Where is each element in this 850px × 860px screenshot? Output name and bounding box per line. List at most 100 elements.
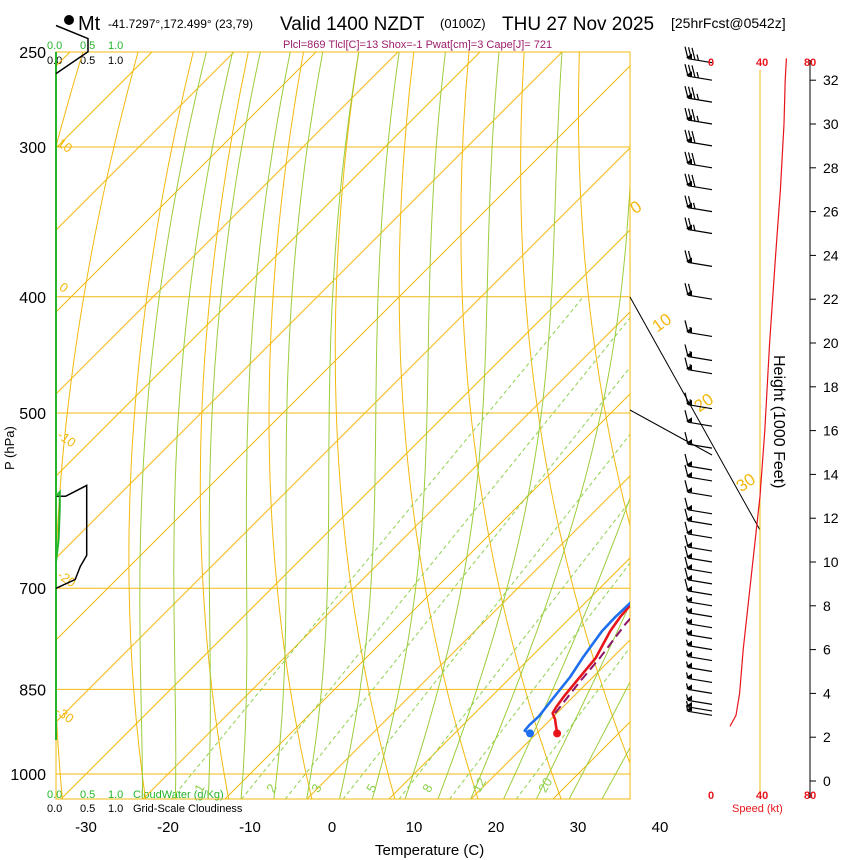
pressure-tick-label: 500	[19, 406, 46, 423]
cloudwater-tick-top-0: 0.0	[47, 40, 62, 52]
wind-barb-head-icon	[686, 684, 692, 690]
dry-adiabat-line	[520, 52, 630, 765]
cloudwater-tick-top-2: 1.0	[108, 40, 123, 52]
isotherm-line	[470, 639, 630, 799]
height-tick-label: 22	[823, 291, 839, 307]
speed-tick-top-1: 40	[756, 57, 768, 69]
wind-barb-head-icon	[686, 417, 692, 423]
wind-barb-head-icon	[686, 542, 692, 548]
x-tick-label: -20	[157, 819, 179, 836]
wind-barb-head-icon	[686, 553, 692, 558]
speed-profile-line	[729, 58, 787, 727]
wind-barb-head-icon	[686, 607, 692, 613]
station-dot-icon	[64, 15, 74, 25]
cloudwater-tick-bottom-2: 1.0	[108, 789, 123, 801]
x-tick-label: 40	[652, 819, 669, 836]
x-tick-label: 0	[328, 819, 336, 836]
cloudiness-tick-top-2: 1.0	[108, 55, 123, 67]
wind-barb-head-icon	[686, 364, 692, 370]
x-tick-label: -10	[239, 819, 261, 836]
wind-barb-staff	[687, 58, 713, 64]
isotherm-line	[56, 52, 153, 149]
moist-adiabat-line	[535, 603, 630, 799]
dry-adiabat-line	[56, 52, 84, 149]
isotherm-line	[635, 9, 850, 800]
dry-adiabat-line	[334, 52, 396, 799]
wind-barb-head-icon	[686, 487, 692, 493]
wind-barb-staff	[687, 207, 713, 213]
wind-barb-head-icon	[686, 461, 692, 467]
wind-barb-head-icon	[686, 706, 692, 712]
pressure-tick-label: 1000	[10, 767, 46, 784]
wind-barb-staff	[687, 369, 713, 375]
mixing-ratio-line	[342, 433, 630, 799]
wind-barb-head-icon	[686, 673, 692, 679]
moist-adiabat-line	[139, 52, 207, 799]
moist-adiabat-line	[371, 52, 446, 799]
wind-barb-head-icon	[686, 574, 692, 580]
wind-barb-staff	[687, 546, 713, 552]
isotherm-line	[56, 52, 317, 313]
pressure-tick-label: 300	[19, 140, 46, 157]
wind-barb-full	[691, 109, 696, 122]
wind-barb-half	[696, 93, 700, 101]
height-axis-label: Height (1000 Feet)	[770, 355, 787, 488]
mixing-ratio-label-20: 20	[535, 775, 555, 795]
wind-barb-full	[691, 47, 696, 61]
pressure-axis: 250 300 400 500 700 850 1000	[10, 45, 46, 784]
wind-barb-head-icon	[686, 662, 692, 668]
height-tick-label: 30	[823, 116, 839, 132]
wind-barb-head-icon	[686, 327, 692, 333]
wind-panel-hodo-line	[629, 409, 713, 456]
wind-barb-staff	[687, 655, 713, 662]
pressure-tick-label: 250	[19, 45, 46, 62]
wind-barb-half	[696, 54, 700, 61]
mixing-ratio-label-12: 12	[469, 775, 489, 795]
wind-barb-staff	[687, 601, 713, 607]
cloudwater-label: CloudWater (g/Kg)	[133, 789, 224, 801]
mixing-ratio-line	[515, 646, 630, 799]
wind-barb-staff	[687, 185, 713, 191]
moist-adiabat-line	[338, 52, 400, 799]
isotherm-labels: 0 10 20 30	[627, 197, 759, 496]
height-tick-label: 10	[823, 554, 839, 570]
dry-adiabat-label-10: 10	[55, 135, 75, 156]
wind-barb-head-icon	[686, 71, 692, 77]
x-tick-label: 20	[488, 819, 505, 836]
x-tick-label: -30	[75, 819, 97, 836]
wind-barb-head-icon	[686, 585, 692, 591]
wind-barb-staff	[687, 520, 713, 526]
mixing-ratio-label-5: 5	[363, 781, 380, 795]
wind-barb-staff	[687, 710, 713, 716]
wind-barb-head-icon	[686, 158, 692, 164]
cloud-scale-top: 0.0 0.5 1.0 0.0 0.5 1.0	[47, 40, 123, 67]
wind-barb-full	[691, 87, 696, 100]
dry-adiabat-label-minus10: -10	[55, 427, 79, 450]
cloud-scale-bottom: 0.0 0.5 1.0 CloudWater (g/Kg) 0.0 0.5 1.…	[47, 789, 243, 815]
series-temperature-surface-point	[553, 729, 562, 738]
moist-adiabat-line	[568, 680, 630, 799]
pressure-tick-label: 700	[19, 581, 46, 598]
station-name: Mt	[78, 13, 101, 35]
cloudiness-tick-top-1: 0.5	[80, 55, 95, 67]
wind-barbs	[684, 46, 713, 716]
isotherm-line	[388, 557, 630, 799]
wind-panel-outline	[629, 296, 761, 798]
y-axis-label: P (hPa)	[2, 426, 17, 470]
height-tick-label: 0	[823, 773, 831, 789]
moist-adiabat-line	[173, 52, 234, 799]
series-dewpoint-surface-point	[526, 729, 535, 738]
dry-adiabat-line	[398, 52, 479, 799]
wind-barb-head-icon	[686, 471, 692, 477]
wind-barb-head-icon	[686, 351, 692, 357]
wind-barb-staff	[687, 294, 713, 300]
parcel-params: Plcl=869 Tlcl[C]=13 Shox=-1 Pwat[cm]=3 C…	[283, 39, 552, 51]
cloudiness-tick-bottom-0: 0.0	[47, 803, 62, 815]
isotherm-label-0: 0	[627, 197, 646, 218]
wind-panel	[629, 70, 761, 798]
moist-adiabat-line	[601, 746, 630, 799]
wind-barb-head-icon	[686, 399, 692, 405]
height-tick-label: 18	[823, 379, 839, 395]
wind-barb-staff	[687, 465, 713, 471]
isotherm-line	[56, 52, 399, 395]
